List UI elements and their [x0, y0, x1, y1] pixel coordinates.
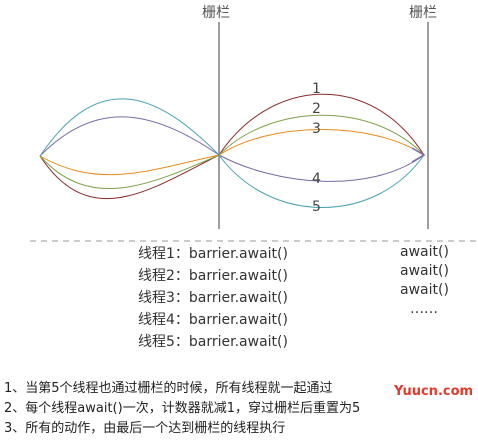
note-1: 1、当第5个线程也通过栅栏的时候，所有线程就一起通过 — [4, 381, 333, 396]
thread-curve-1-right — [218, 93, 425, 156]
notes-list: 1、当第5个线程也通过栅栏的时候，所有线程就一起通过 2、每个线程await()… — [4, 379, 360, 439]
thread-curve-5-left — [39, 98, 220, 157]
await-line-1: await() — [400, 244, 449, 260]
curve-number-5: 5 — [312, 199, 321, 215]
thread-line-5: 线程5：barrier.await() — [138, 334, 288, 350]
barrier-label-right: 栅栏 — [409, 5, 437, 21]
thread-line-3: 线程3：barrier.await() — [138, 290, 288, 306]
thread-curve-3-left — [39, 154, 220, 176]
thread-curve-4-left — [39, 116, 220, 157]
barrier-label-left: 栅栏 — [202, 5, 230, 21]
await-list: await() await() await() …… — [400, 243, 449, 319]
watermark: Yuucn.com — [394, 384, 474, 399]
thread-line-1: 线程1：barrier.await() — [138, 246, 288, 262]
curve-number-1: 1 — [312, 81, 321, 97]
thread-curve-5-right — [218, 154, 425, 208]
thread-await-list: 线程1：barrier.await() 线程2：barrier.await() … — [138, 243, 288, 353]
curve-number-4: 4 — [312, 171, 321, 187]
thread-curve-1-left — [39, 154, 220, 199]
await-line-3: await() — [400, 282, 449, 298]
thread-curve-3-right — [218, 129, 425, 156]
thread-curve-4-right — [218, 154, 425, 182]
curve-number-2: 2 — [312, 101, 321, 117]
arrowhead — [411, 147, 426, 163]
thread-curve-2-left — [39, 154, 220, 189]
note-3: 3、所有的动作，由最后一个达到栅栏的线程执行 — [4, 421, 286, 436]
note-2: 2、每个线程await()一次，计数器就减1，穿过栅栏后重置为5 — [4, 401, 361, 416]
await-line-2: await() — [400, 263, 449, 279]
thread-line-4: 线程4：barrier.await() — [138, 312, 288, 328]
thread-curve-2-right — [218, 114, 425, 156]
await-line-ellipsis: …… — [410, 301, 438, 317]
thread-line-2: 线程2：barrier.await() — [138, 268, 288, 284]
curve-number-3: 3 — [312, 121, 321, 137]
